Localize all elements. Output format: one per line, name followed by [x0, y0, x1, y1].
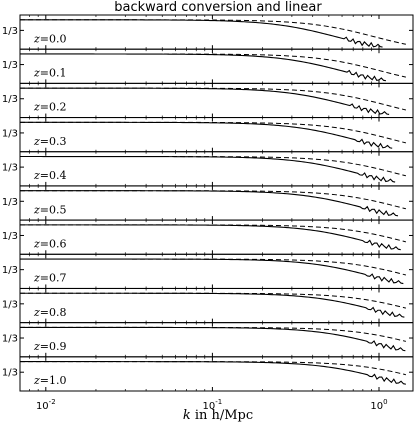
- panel-z-0-0: 1/3 z=0.0: [2, 14, 414, 50]
- panel-label-var: z: [33, 32, 40, 45]
- backward-solid-line: [20, 19, 383, 48]
- panel-frame: [19, 356, 414, 392]
- y-tick-label: 1/3: [2, 368, 18, 379]
- panel-label-var: z: [33, 203, 40, 216]
- panel-label: z=0.8: [33, 306, 67, 319]
- panel-label-value: =0.9: [40, 340, 67, 353]
- panel-label: z=0.2: [33, 101, 67, 114]
- panel-label: z=0.3: [33, 135, 67, 148]
- backward-solid-line: [20, 258, 404, 285]
- panel-z-0-1: 1/3 z=0.1: [2, 48, 414, 84]
- panel-label-var: z: [33, 340, 40, 353]
- y-tick-label: 1/3: [2, 197, 18, 208]
- panel-label-value: =0.7: [40, 272, 67, 285]
- backward-solid-line: [20, 190, 399, 217]
- y-tick-label: 1/3: [2, 26, 18, 37]
- linear-dashed-line: [20, 258, 407, 276]
- x-tick-label: 10-1: [203, 398, 223, 412]
- x-axis: 10-2 10-1 100: [36, 398, 388, 412]
- panel-label-value: =0.1: [40, 67, 67, 80]
- panel-label-value: =0.0: [40, 32, 67, 45]
- backward-solid-line: [20, 121, 393, 149]
- y-tick-label: 1/3: [2, 163, 18, 174]
- panel-label: z=0.0: [33, 32, 67, 45]
- panel-z-0-9: 1/3 z=0.9: [2, 322, 414, 358]
- linear-dashed-line: [20, 361, 406, 376]
- panel-label-value: =0.3: [40, 135, 67, 148]
- linear-dashed-line: [20, 224, 407, 243]
- panel-label-var: z: [33, 67, 40, 80]
- x-tick-label: 100: [370, 398, 387, 412]
- panel-z-0-2: 1/3 z=0.2: [2, 82, 414, 119]
- panel-label: z=0.7: [33, 272, 67, 285]
- linear-dashed-line: [20, 121, 406, 144]
- panel-label-value: =1.0: [40, 374, 67, 387]
- y-tick-label: 1/3: [2, 60, 18, 71]
- panel-z-0-5: 1/3 z=0.5: [2, 185, 414, 221]
- x-axis-label-var: k: [183, 408, 195, 423]
- panel-z-0-6: 1/3 z=0.6: [2, 219, 414, 255]
- panel-stack: 1/3z=0.01/3z=0.11/3z=0.21/3z=0.31/3z=0.4…: [2, 14, 414, 392]
- chart-title: backward conversion and linear: [114, 0, 322, 15]
- panel-label-value: =0.6: [40, 237, 67, 250]
- panel-label: z=0.5: [33, 203, 67, 216]
- panel-label-value: =0.8: [40, 306, 67, 319]
- backward-solid-line: [20, 155, 396, 183]
- y-tick-label: 1/3: [2, 94, 18, 105]
- y-tick-label: 1/3: [2, 334, 18, 345]
- backward-solid-line: [20, 361, 407, 385]
- panel-label: z=0.4: [33, 169, 67, 182]
- panel-label-var: z: [33, 306, 40, 319]
- panel-label: z=0.6: [33, 237, 67, 250]
- panel-z-0-3: 1/3 z=0.3: [2, 117, 414, 153]
- linear-dashed-line: [20, 190, 407, 210]
- panel-label-value: =0.2: [40, 101, 67, 114]
- backward-solid-line: [20, 326, 406, 352]
- x-axis-label: k in h/Mpc: [183, 408, 253, 423]
- panel-label-var: z: [33, 135, 40, 148]
- y-tick-label: 1/3: [2, 128, 18, 139]
- backward-solid-line: [20, 87, 390, 116]
- panel-label-value: =0.4: [40, 169, 67, 182]
- backward-solid-line: [20, 224, 401, 251]
- backward-solid-line: [20, 53, 386, 82]
- panel-z-0-8: 1/3 z=0.8: [2, 287, 414, 324]
- linear-dashed-line: [20, 326, 407, 342]
- x-axis-label-unit: in h/Mpc: [195, 408, 253, 423]
- panel-label-var: z: [33, 237, 40, 250]
- panel-z-0-4: 1/3 z=0.4: [2, 151, 414, 187]
- x-tick-label: 10-2: [36, 398, 56, 412]
- linear-dashed-line: [20, 292, 407, 309]
- y-tick-label: 1/3: [2, 299, 18, 310]
- panel-label-var: z: [33, 374, 40, 387]
- panel-z-1-0: 1/3 z=1.0: [2, 356, 414, 392]
- panel-label-var: z: [33, 169, 40, 182]
- panel-label: z=0.9: [33, 340, 67, 353]
- y-tick-label: 1/3: [2, 231, 18, 242]
- backward-solid-line: [20, 292, 405, 318]
- panel-label: z=0.1: [33, 67, 67, 80]
- panel-label-var: z: [33, 272, 40, 285]
- panel-label: z=1.0: [33, 374, 67, 387]
- linear-dashed-line: [20, 53, 406, 78]
- panel-z-0-7: 1/3 z=0.7: [2, 253, 414, 289]
- linear-dashed-line: [20, 87, 406, 111]
- panel-label-value: =0.5: [40, 203, 67, 216]
- linear-dashed-line: [20, 156, 407, 177]
- panel-label-var: z: [33, 101, 40, 114]
- y-tick-label: 1/3: [2, 265, 18, 276]
